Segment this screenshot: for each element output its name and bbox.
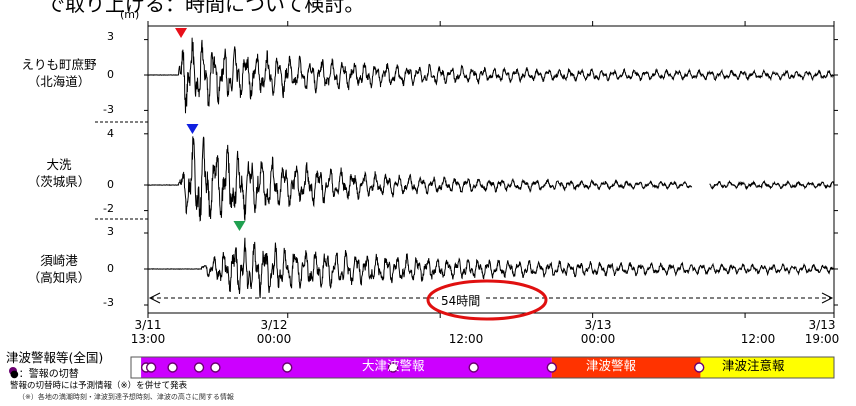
warning-segment-2 <box>551 357 701 378</box>
arrow-head-right <box>821 292 834 304</box>
legend-dot-icon <box>9 367 17 375</box>
station-label-erimo: えりも町庶野 （北海道） <box>0 56 118 90</box>
x-tick: 12:00 <box>740 332 776 346</box>
station-label-susaki: 須崎港 （高知県） <box>0 252 118 286</box>
x-tick: 3/11 13:00 <box>130 318 166 346</box>
warning-label-advisory: 津波注意報 <box>722 358 785 373</box>
waveform-2 <box>147 237 835 299</box>
y-tick: 3 <box>107 30 114 43</box>
peak-marker-green <box>233 221 246 231</box>
switch-marker <box>167 362 178 373</box>
station-name: えりも町庶野 <box>21 57 97 72</box>
y-tick: 3 <box>107 225 114 238</box>
station-label-oarai: 大洗 （茨城県） <box>0 156 118 190</box>
x-tick: 3/13 19:00 <box>804 318 840 346</box>
switch-marker <box>145 362 157 373</box>
station-region: （高知県） <box>27 270 91 285</box>
switch-marker <box>282 362 293 373</box>
y-tick: 4 <box>107 127 114 140</box>
switch-marker <box>693 362 705 373</box>
y-tick: 0 <box>107 262 114 275</box>
y-unit-label: (m) <box>120 8 140 21</box>
switch-marker <box>193 362 205 373</box>
switch-marker <box>546 362 557 373</box>
warning-segment-0 <box>131 357 142 378</box>
warning-bar-frame <box>130 356 835 379</box>
switch-marker-legend: ●：警報の切替 <box>10 369 79 380</box>
y-tick: -2 <box>103 202 114 215</box>
x-tick: 3/12 00:00 <box>256 318 292 346</box>
highlight-ellipse <box>426 279 548 321</box>
station-name: 大洗 <box>46 157 72 172</box>
x-tick: 3/13 00:00 <box>580 318 616 346</box>
warning-label-warning: 津波警報 <box>586 358 637 373</box>
y-tick: 0 <box>107 68 114 81</box>
switch-marker <box>468 362 479 373</box>
warning-segment-1 <box>141 357 552 378</box>
legend-note: 警報の切替時には予測情報（※）を併せて発表 <box>10 381 188 391</box>
station-name: 須崎港 <box>40 253 78 268</box>
warning-label-major: 大津波警報 <box>362 358 425 373</box>
peak-marker-blue <box>186 124 199 134</box>
y-tick: -3 <box>103 103 114 116</box>
peak-marker-red <box>175 28 188 38</box>
warning-legend-title: 津波警報等(全国) <box>6 350 104 365</box>
y-tick: 0 <box>107 178 114 191</box>
plot-frame <box>147 25 835 314</box>
warning-segment-3 <box>700 357 834 378</box>
legend-footnote: （※）各地の満潮時刻・津波到達予想時刻、津波の高さに関する情報 <box>18 393 234 401</box>
station-region: （北海道） <box>27 74 91 89</box>
arrow-head-left <box>148 292 161 304</box>
switch-marker <box>387 362 399 373</box>
switch-marker <box>210 362 221 373</box>
waveform-1 <box>147 136 835 222</box>
y-tick: -3 <box>103 296 114 309</box>
header-fragment: で取り上げる：時間について検討。 <box>45 0 365 16</box>
x-tick: 12:00 <box>448 332 484 346</box>
station-region: （茨城県） <box>27 174 91 189</box>
duration-label: 54時間 <box>438 292 484 309</box>
waveform-0 <box>147 37 835 114</box>
